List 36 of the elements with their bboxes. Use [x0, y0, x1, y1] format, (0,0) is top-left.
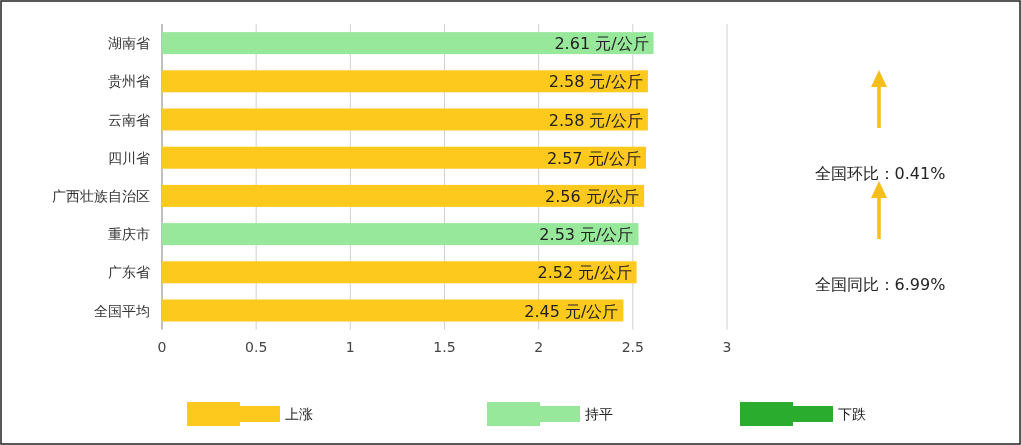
y-tick-label: 四川省 — [108, 149, 150, 166]
y-tick-label: 全国平均 — [94, 302, 150, 319]
text: 2.61 元/公斤 — [554, 34, 649, 54]
x-tick-label: 3 — [722, 338, 732, 355]
x-tick-label: 2 — [534, 338, 544, 355]
bar — [162, 108, 648, 131]
x-tick-label: 1.5 — [433, 338, 456, 355]
y-tick-label: 贵州省 — [108, 73, 150, 90]
bar — [162, 70, 648, 93]
bar — [162, 299, 624, 322]
legend-label: 持平 — [585, 406, 613, 422]
text: 2.56 元/公斤 — [545, 186, 640, 206]
x-tick-label: 0.5 — [245, 338, 268, 355]
y-tick-label: 云南省 — [108, 111, 150, 128]
text: 2.53 元/公斤 — [539, 225, 634, 245]
text: 2.45 元/公斤 — [524, 301, 619, 321]
text: 全国环比：0.41% — [814, 164, 946, 183]
y-tick-label: 湖南省 — [108, 35, 150, 52]
y-tick-label: 广西壮族自治区 — [52, 187, 150, 204]
legend-label: 上涨 — [285, 406, 313, 422]
legend-label: 下跌 — [838, 406, 866, 422]
bar — [162, 223, 639, 246]
x-tick-label: 1 — [345, 338, 355, 355]
bar — [162, 32, 654, 55]
text: 2.58 元/公斤 — [548, 72, 643, 92]
x-tick-label: 2.5 — [621, 338, 644, 355]
bar — [162, 261, 637, 284]
y-tick-label: 广东省 — [108, 264, 150, 281]
text: 全国同比：6.99% — [814, 275, 946, 294]
y-tick-label: 重庆市 — [108, 226, 150, 243]
bar — [162, 184, 645, 207]
text: 2.52 元/公斤 — [537, 263, 632, 283]
x-tick-label: 0 — [157, 338, 167, 355]
bar — [162, 146, 647, 169]
text: 2.57 元/公斤 — [546, 148, 642, 168]
text: 2.58 元/公斤 — [548, 110, 643, 130]
